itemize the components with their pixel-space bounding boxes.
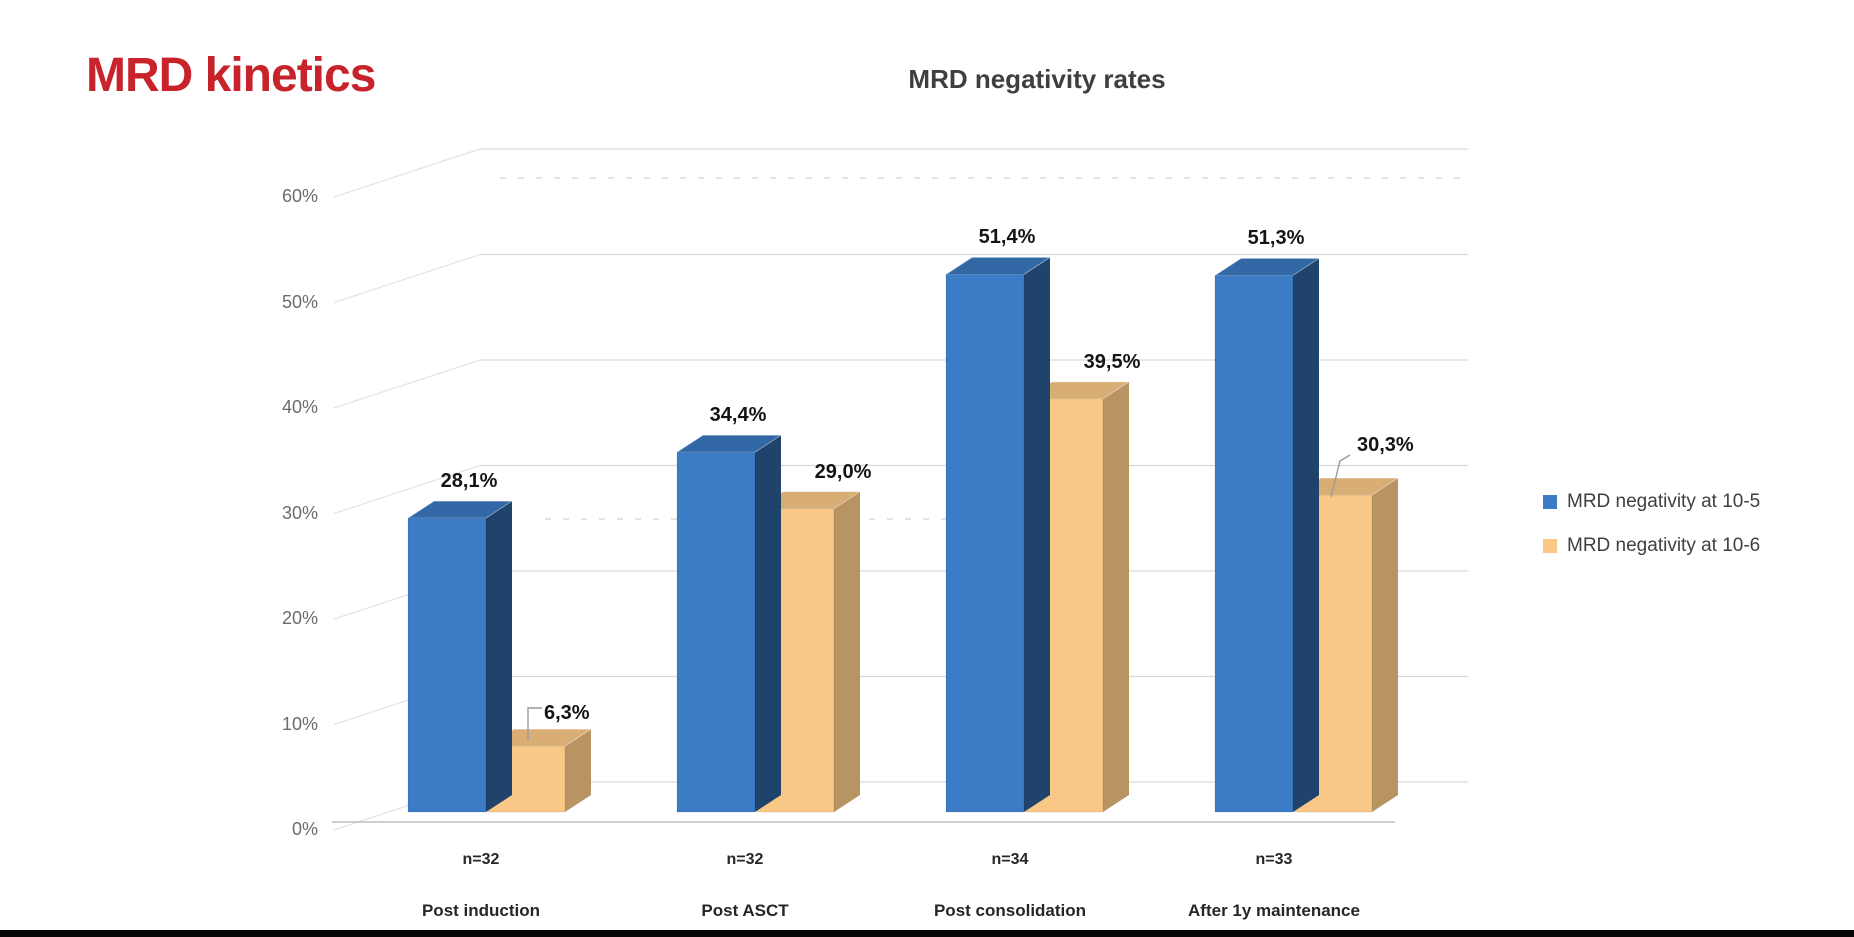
side-wall-gridline	[333, 359, 481, 409]
bar-series1-post-induction	[407, 517, 487, 813]
bar-series2-after-1y-maintenance-side	[1372, 478, 1398, 812]
bar-series2-post-consolidation-side	[1103, 381, 1129, 812]
legend-swatch-series1-icon	[1543, 495, 1557, 509]
side-wall-gridline	[333, 253, 481, 304]
bar-series2-post-induction-side	[565, 729, 591, 812]
value-label-leader-line	[527, 707, 542, 740]
bottom-black-bar	[0, 930, 1854, 937]
bar-series1-post-consolidation-side	[1024, 257, 1050, 813]
legend-swatch-series2-icon	[1543, 539, 1557, 553]
bar-series1-after-1y-maintenance	[1214, 275, 1294, 813]
chart-title: MRD negativity rates	[908, 64, 1166, 94]
legend-item: MRD negativity at 10-6	[1543, 535, 1760, 557]
legend-label-series1: MRD negativity at 10-5	[1567, 491, 1761, 512]
bar-series1-post-consolidation	[945, 274, 1025, 813]
slide-title: MRD kinetics	[86, 49, 376, 102]
side-wall-gridline	[333, 148, 481, 198]
value-label-leader-line	[1330, 454, 1351, 498]
bar-series2-post-asct-side	[834, 491, 860, 812]
bar-series1-post-induction-side	[486, 501, 512, 812]
bar-series1-post-asct	[676, 451, 756, 813]
chart-legend: MRD negativity at 10-5 MRD negativity at…	[1543, 491, 1760, 579]
side-wall-gridline	[333, 464, 481, 515]
legend-label-series2: MRD negativity at 10-6	[1567, 535, 1761, 556]
bar-series1-after-1y-maintenance-side	[1293, 258, 1319, 813]
legend-item: MRD negativity at 10-5	[1543, 491, 1760, 513]
bar-series1-post-asct-side	[755, 435, 781, 812]
